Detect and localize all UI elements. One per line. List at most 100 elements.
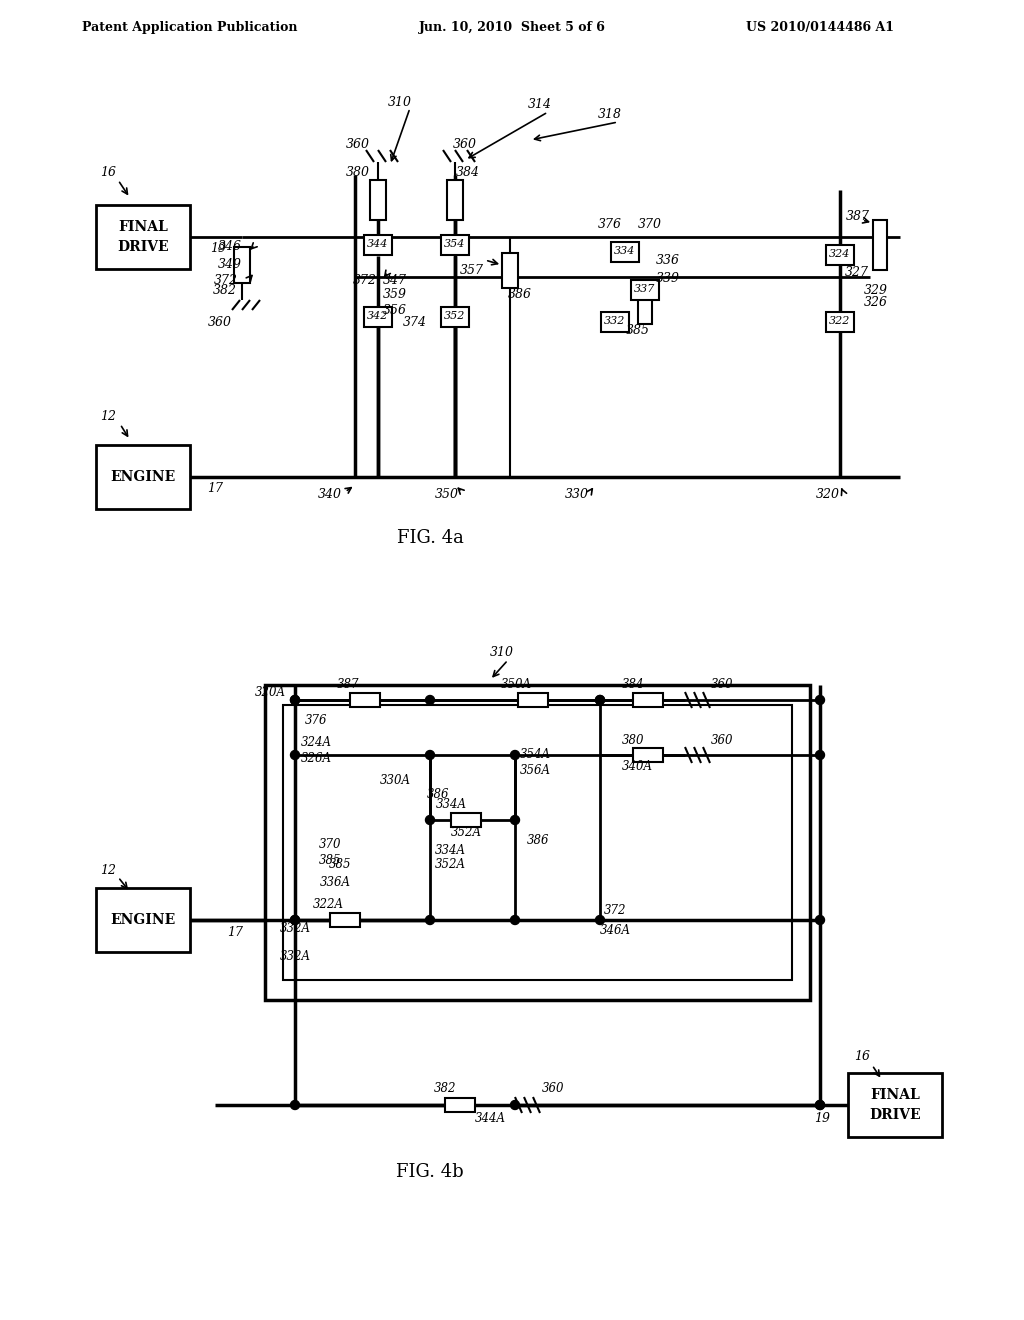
Text: 336A: 336A (319, 875, 350, 888)
Bar (96, 205, 190, 269)
Circle shape (426, 916, 434, 924)
Text: 387: 387 (337, 677, 359, 690)
Text: 347: 347 (383, 273, 407, 286)
Bar (502, 252, 518, 288)
Bar (447, 180, 463, 220)
Text: 360: 360 (711, 677, 733, 690)
Text: 330A: 330A (380, 774, 411, 787)
Text: 16: 16 (854, 1051, 870, 1064)
Text: 322A: 322A (312, 898, 343, 911)
Text: 360: 360 (346, 139, 370, 152)
Bar (364, 235, 392, 255)
Text: DRIVE: DRIVE (869, 1107, 921, 1122)
Text: 16: 16 (100, 165, 116, 178)
Bar (633, 693, 663, 708)
Text: ENGINE: ENGINE (111, 470, 176, 484)
Circle shape (426, 751, 434, 759)
Text: 334: 334 (614, 246, 636, 256)
Bar (601, 312, 629, 333)
Text: 19: 19 (210, 243, 226, 256)
Text: 326A: 326A (300, 751, 332, 764)
Circle shape (291, 696, 299, 705)
Bar (638, 296, 652, 323)
Text: 382: 382 (213, 284, 237, 297)
Text: 320A: 320A (255, 685, 286, 698)
Text: 12: 12 (100, 863, 116, 876)
Text: 357: 357 (460, 264, 484, 276)
Text: 340A: 340A (622, 760, 652, 774)
Bar (445, 1098, 475, 1111)
Text: 386: 386 (508, 289, 532, 301)
Text: 320: 320 (816, 488, 840, 502)
Text: FIG. 4a: FIG. 4a (396, 529, 464, 546)
Circle shape (511, 916, 519, 924)
Bar (518, 693, 548, 708)
Text: 360: 360 (453, 139, 477, 152)
Text: 386: 386 (526, 833, 549, 846)
Text: 374: 374 (403, 315, 427, 329)
Bar (873, 220, 887, 271)
Text: 334A: 334A (435, 799, 467, 812)
Bar (441, 235, 469, 255)
Text: 386: 386 (427, 788, 450, 801)
Bar (330, 913, 360, 927)
Circle shape (815, 1101, 824, 1110)
Circle shape (291, 916, 299, 924)
Text: 322: 322 (829, 315, 851, 326)
Circle shape (426, 696, 434, 705)
Text: 336: 336 (656, 253, 680, 267)
Text: 337: 337 (634, 284, 655, 294)
Circle shape (291, 751, 299, 759)
Text: 326: 326 (864, 296, 888, 309)
Text: FINAL: FINAL (118, 220, 168, 234)
Bar (826, 312, 854, 333)
Text: 334A: 334A (434, 843, 466, 857)
Text: 384: 384 (456, 165, 480, 178)
Text: 324: 324 (829, 249, 851, 259)
Text: 17: 17 (207, 482, 223, 495)
Text: 346: 346 (218, 240, 242, 253)
Bar (611, 242, 639, 261)
Text: 376: 376 (598, 219, 622, 231)
Text: 360: 360 (542, 1081, 564, 1094)
Circle shape (511, 1101, 519, 1110)
Text: 332A: 332A (280, 921, 311, 935)
Text: US 2010/0144486 A1: US 2010/0144486 A1 (746, 21, 894, 33)
Bar (370, 180, 386, 220)
Text: 352A: 352A (451, 825, 481, 838)
Circle shape (596, 696, 604, 705)
Text: 359: 359 (383, 289, 407, 301)
Text: 339: 339 (656, 272, 680, 285)
Text: 385: 385 (329, 858, 351, 871)
Text: 370: 370 (318, 838, 341, 851)
Circle shape (596, 916, 604, 924)
Bar (96, 888, 190, 952)
Text: 352: 352 (444, 312, 466, 321)
Bar (631, 280, 659, 300)
Bar (848, 1073, 942, 1137)
Text: FINAL: FINAL (870, 1088, 920, 1102)
Bar (826, 246, 854, 265)
Text: FIG. 4b: FIG. 4b (396, 1163, 464, 1181)
Text: 372: 372 (214, 273, 238, 286)
Text: 327: 327 (845, 265, 869, 279)
Text: 310: 310 (490, 645, 514, 659)
Text: DRIVE: DRIVE (117, 240, 169, 253)
Text: 350A: 350A (501, 677, 531, 690)
Text: 372: 372 (353, 273, 377, 286)
Text: 344: 344 (368, 239, 389, 249)
Circle shape (815, 1101, 824, 1110)
Text: 385: 385 (626, 323, 650, 337)
Text: Patent Application Publication: Patent Application Publication (82, 21, 298, 33)
Text: 332A: 332A (280, 950, 311, 964)
Text: 330: 330 (565, 488, 589, 502)
Text: 360: 360 (208, 315, 232, 329)
Circle shape (291, 696, 299, 705)
Text: 318: 318 (598, 108, 622, 121)
Text: 380: 380 (622, 734, 644, 747)
Text: 370: 370 (638, 219, 662, 231)
Circle shape (426, 816, 434, 825)
Text: 360: 360 (711, 734, 733, 747)
Text: 332: 332 (604, 315, 626, 326)
Text: 329: 329 (864, 284, 888, 297)
